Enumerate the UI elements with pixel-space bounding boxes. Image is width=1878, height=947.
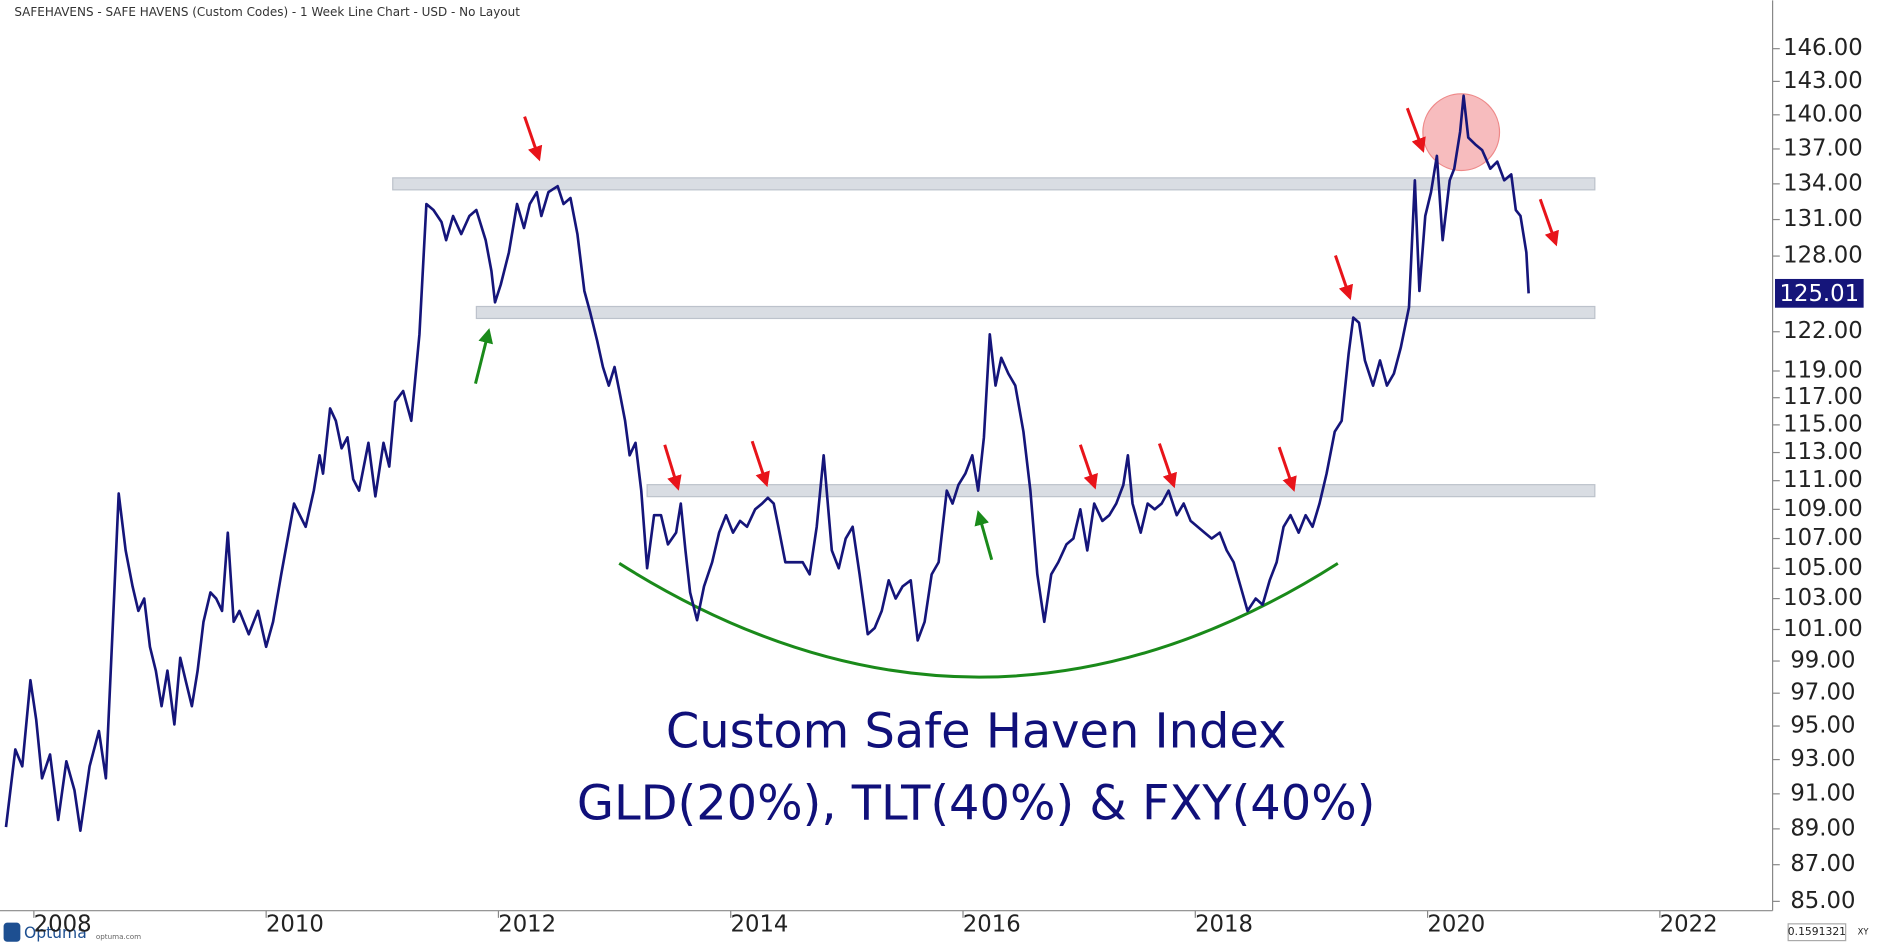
y-tick-label: 91.00 <box>1790 780 1855 806</box>
y-tick-label: 122.00 <box>1783 318 1863 344</box>
x-tick-label: 2020 <box>1427 912 1485 938</box>
arrows-green <box>474 328 994 561</box>
arrow <box>663 444 682 491</box>
last-value-box <box>1774 278 1864 308</box>
y-tick-label: 115.00 <box>1783 411 1863 437</box>
y-tick-label: 99.00 <box>1790 648 1855 674</box>
y-tick-label: 101.00 <box>1783 616 1863 642</box>
y-tick-label: 111.00 <box>1783 467 1863 493</box>
site: optuma.com <box>96 932 141 941</box>
y-tick-label: 93.00 <box>1790 746 1855 772</box>
arrows-red <box>523 107 1559 492</box>
y-tick-label: 87.00 <box>1790 851 1855 877</box>
arrow <box>1334 255 1354 301</box>
arrow <box>474 328 494 385</box>
arrow <box>1157 443 1177 489</box>
level-band <box>475 305 1596 320</box>
y-tick-label: 134.00 <box>1783 170 1863 196</box>
y-tick-label: 103.00 <box>1783 585 1863 611</box>
price-line <box>4 94 1530 832</box>
arrow <box>1078 444 1098 490</box>
y-tick-label: 113.00 <box>1783 439 1863 465</box>
y-tick-label: 131.00 <box>1783 206 1863 232</box>
y-tick-label: 85.00 <box>1790 888 1855 914</box>
x-tick-label: 2008 <box>34 912 92 938</box>
scale-value: 0.1591321 <box>1788 925 1846 938</box>
base-arc <box>618 562 1339 679</box>
y-tick-label: 143.00 <box>1783 68 1863 94</box>
level-band <box>392 177 1596 191</box>
arrow <box>523 116 543 162</box>
y-tick-label: 107.00 <box>1783 525 1863 551</box>
y-tick-label: 97.00 <box>1790 680 1855 706</box>
x-tick-label: 2014 <box>731 912 789 938</box>
y-tick-label: 105.00 <box>1783 555 1863 581</box>
x-tick-label: 2022 <box>1660 912 1718 938</box>
logo: Optuma <box>24 924 87 942</box>
scale-box[interactable] <box>1787 923 1847 942</box>
y-tick-label: 137.00 <box>1783 135 1863 161</box>
arrow <box>1277 446 1297 492</box>
y-tick-label: 119.00 <box>1783 357 1863 383</box>
y-tick-label: 89.00 <box>1790 815 1855 841</box>
arrow <box>1538 198 1559 247</box>
x-tick-label: 2018 <box>1195 912 1253 938</box>
x-tick-label: 2012 <box>498 912 556 938</box>
logo-icon <box>3 922 21 942</box>
annotation-subtitle: GLD(20%), TLT(40%) & FXY(40%) <box>577 776 1376 831</box>
y-tick-label: 109.00 <box>1783 496 1863 522</box>
arrow <box>974 510 994 561</box>
y-tick-label: 128.00 <box>1783 243 1863 269</box>
mode: XY <box>1858 927 1870 937</box>
y-tick-label: 95.00 <box>1790 713 1855 739</box>
y-tick-label: 140.00 <box>1783 101 1863 127</box>
y-tick-label: 117.00 <box>1783 384 1863 410</box>
arrow <box>1405 107 1426 153</box>
annotation-title: Custom Safe Haven Index <box>666 705 1287 760</box>
y-tick-label: 146.00 <box>1783 35 1863 61</box>
last-value-label: 125.01 <box>1780 281 1860 307</box>
arrow <box>750 440 770 488</box>
x-tick-label: 2016 <box>963 912 1021 938</box>
chart-header: SAFEHAVENS - SAFE HAVENS (Custom Codes) … <box>14 5 520 19</box>
x-tick-label: 2010 <box>266 912 324 938</box>
